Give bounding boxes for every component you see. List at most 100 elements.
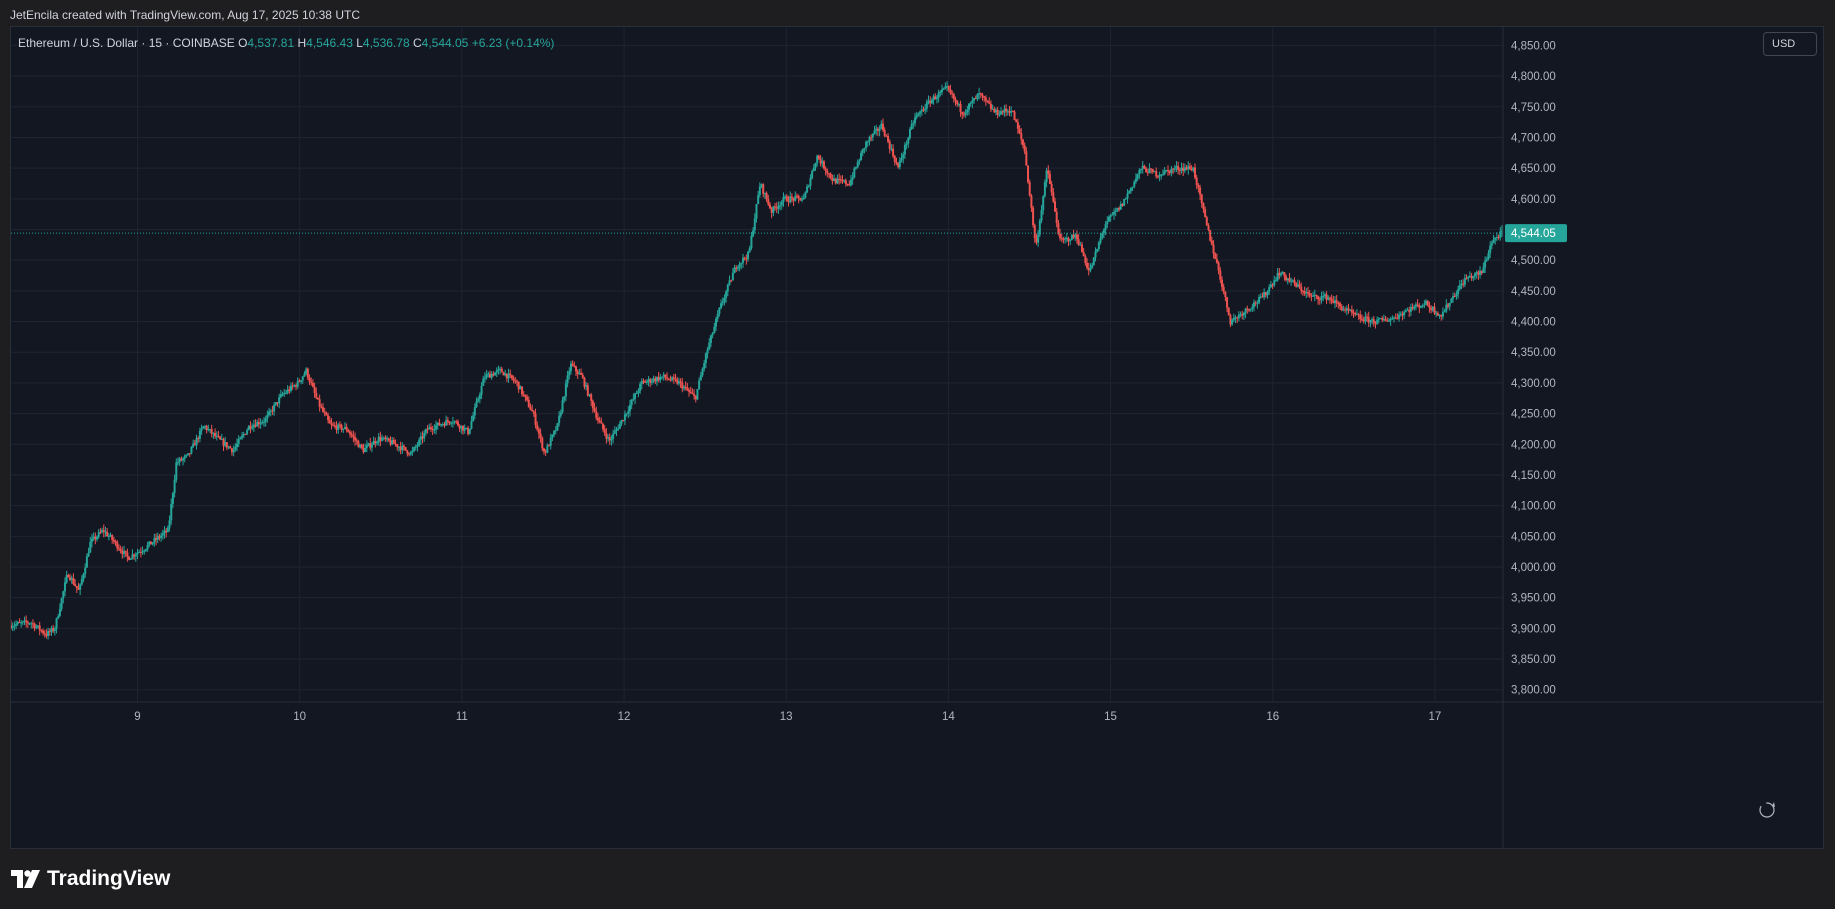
candles: [11, 81, 1503, 640]
candle-body: [25, 620, 28, 623]
candle-body: [1210, 240, 1213, 245]
candle-body: [838, 178, 841, 180]
candle-body: [576, 371, 579, 375]
candle-body: [1320, 296, 1323, 300]
candle-body: [257, 421, 260, 425]
time-axis[interactable]: 9 10 11 12 13 14 15 16 17: [134, 711, 1441, 723]
candle-body: [1286, 278, 1289, 281]
price-axis[interactable]: 3,800.00 3,850.00 3,900.00 3,950.00 4,000.00…: [1511, 40, 1556, 696]
candle-body: [1332, 300, 1335, 304]
candle-body: [1269, 284, 1272, 288]
candle-body: [848, 184, 851, 186]
candle-body: [1153, 171, 1156, 173]
candle-body: [1426, 300, 1429, 306]
candle-body: [1168, 170, 1171, 173]
time-tick-label: 11: [456, 711, 468, 723]
candle-body: [1087, 268, 1090, 271]
candle-body: [1080, 244, 1083, 252]
chart-pane[interactable]: 3,800.00 3,850.00 3,900.00 3,950.00 4,000.00…: [10, 26, 1824, 849]
candle-body: [409, 452, 412, 455]
candle-body: [1391, 318, 1394, 320]
candle-body: [1317, 296, 1320, 300]
candle-body: [286, 389, 289, 393]
candle-body: [1367, 317, 1370, 323]
candle-body: [298, 380, 301, 382]
candle-body: [1377, 318, 1380, 320]
candle-body: [1355, 314, 1358, 316]
candle-body: [748, 247, 751, 252]
candle-body: [448, 421, 451, 423]
candle-body: [1037, 234, 1040, 243]
candle-body: [1364, 316, 1367, 322]
candle-body: [1293, 280, 1296, 284]
candle-body: [998, 114, 1001, 116]
candle-body: [537, 429, 540, 434]
candle-body: [369, 443, 372, 448]
candle-body: [227, 446, 230, 448]
candle-body: [426, 429, 429, 431]
candle-body: [689, 391, 692, 393]
candle-body: [1247, 309, 1250, 311]
candle-body: [1399, 313, 1402, 315]
candle-body: [1376, 319, 1379, 324]
auto-scale-icon[interactable]: [1759, 802, 1775, 818]
candle-body: [161, 533, 164, 536]
candle-body: [1266, 291, 1269, 296]
candle-body: [225, 442, 228, 448]
candle-body: [279, 394, 282, 398]
candle-body: [561, 400, 564, 413]
candle-body: [101, 530, 104, 533]
candle-body: [178, 458, 181, 463]
candle-body: [386, 438, 389, 440]
candle-body: [546, 445, 549, 453]
candle-body: [472, 415, 475, 422]
candle-body: [553, 430, 556, 435]
candle-body: [284, 392, 287, 394]
candle-body: [104, 531, 107, 533]
candle-body: [1226, 297, 1229, 308]
candle-body: [1322, 295, 1325, 297]
candle-body: [581, 374, 584, 378]
candle-body: [28, 623, 31, 625]
candle-body: [1328, 297, 1331, 299]
candle-body: [1499, 231, 1502, 238]
candle-body: [981, 94, 984, 97]
candle-body: [1362, 319, 1365, 322]
candle-body: [558, 415, 561, 424]
candle-body: [613, 430, 616, 434]
candle-body: [632, 398, 635, 400]
candle-body: [888, 141, 891, 149]
candle-body: [563, 396, 566, 401]
candle-body: [1253, 302, 1256, 307]
candle-body: [978, 93, 981, 95]
low-key: L: [356, 36, 363, 50]
candle-body: [740, 262, 743, 264]
candle-body: [392, 440, 395, 444]
currency-button[interactable]: USD: [1763, 32, 1817, 56]
candle-body: [468, 428, 471, 434]
candle-body: [993, 108, 996, 113]
candle-body: [534, 413, 537, 425]
candle-body: [1494, 237, 1497, 240]
candle-body: [38, 625, 41, 631]
candle-body: [1276, 272, 1279, 281]
candle-body: [1008, 111, 1011, 113]
candle-body: [1140, 169, 1143, 171]
candle-body: [620, 420, 623, 424]
candle-body: [1296, 284, 1299, 287]
candle-body: [1382, 319, 1385, 321]
candle-body: [1227, 307, 1230, 316]
candlestick-chart[interactable]: 3,800.00 3,850.00 3,900.00 3,950.00 4,000.00…: [11, 27, 1823, 848]
candle-body: [902, 154, 905, 159]
candle-body: [568, 371, 571, 376]
candle-body: [617, 428, 620, 430]
candle-body: [1025, 151, 1028, 166]
candle-body: [418, 439, 421, 446]
candle-body: [372, 440, 375, 445]
candle-body: [1403, 312, 1406, 316]
candle-body: [70, 578, 73, 580]
candle-body: [768, 204, 771, 209]
candle-body: [328, 420, 331, 424]
candle-body: [608, 437, 611, 441]
symbol-name[interactable]: Ethereum / U.S. Dollar · 15 · COINBASE: [18, 36, 235, 50]
